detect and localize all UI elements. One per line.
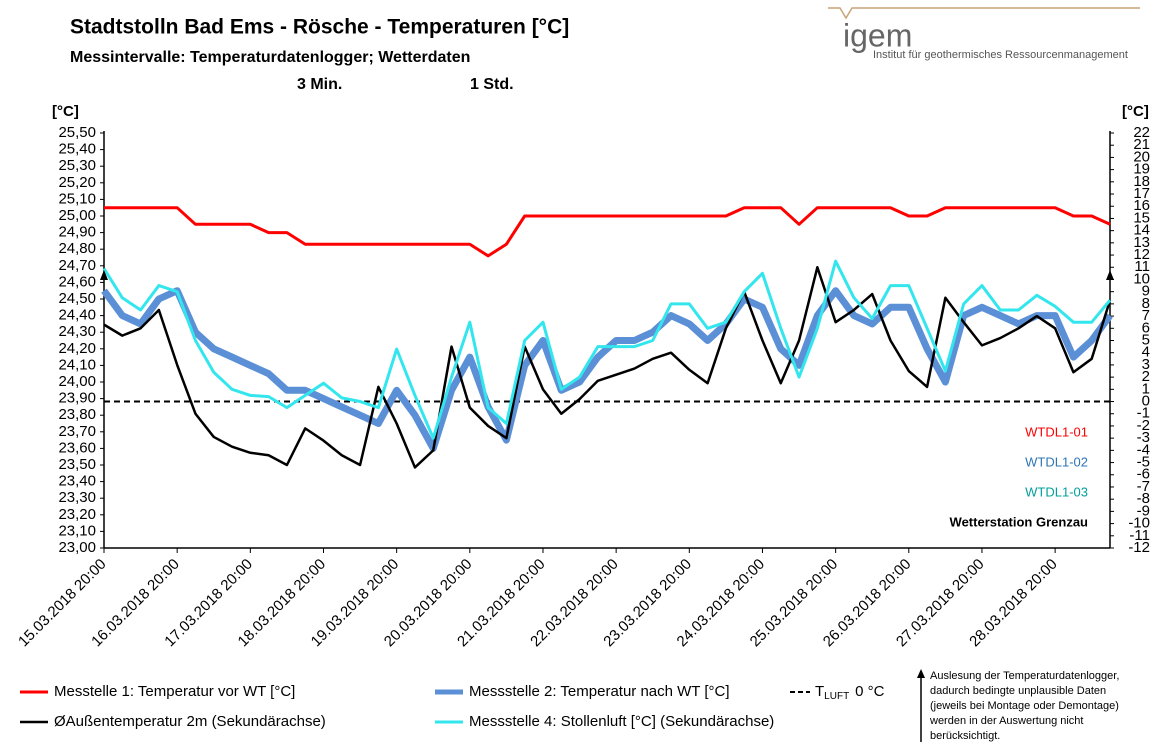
axis-arrow (1106, 270, 1114, 280)
note-line: dadurch bedingte unplausible Daten (930, 685, 1106, 697)
y2-tick-label: -8 (1137, 490, 1150, 507)
y2-tick-label: 8 (1142, 295, 1150, 312)
note-line: (jeweils bei Montage oder Demontage) (930, 700, 1119, 712)
y-tick-label: 23,30 (58, 489, 96, 506)
legend-label-part: T (815, 683, 824, 700)
y-tick-label: 23,50 (58, 456, 96, 473)
legend-label: ØAußentemperatur 2m (Sekundärachse) (54, 713, 326, 730)
y-tick-label: 25,30 (58, 157, 96, 174)
y2-tick-label: 12 (1133, 246, 1150, 263)
logo-line (828, 7, 1140, 20)
side-label: WTDL1-01 (1025, 424, 1088, 439)
y2-tick-label: -10 (1128, 515, 1150, 532)
y2-tick-label: -5 (1137, 454, 1150, 471)
series-line (102, 259, 1112, 440)
legend-label: Messtelle 1: Temperatur vor WT [°C] (54, 683, 295, 700)
y-tick-label: 25,40 (58, 141, 96, 158)
legend-label-part: 0 °C (855, 683, 885, 700)
note-line: berücksichtigt. (930, 730, 1000, 742)
interval-label: 1 Std. (470, 76, 514, 93)
y-tick-label: 25,00 (58, 207, 96, 224)
logo: igem (843, 17, 912, 53)
axis-arrow (100, 270, 108, 280)
note-line: werden in der Auswertung nicht (929, 715, 1083, 727)
side-label-box (1005, 450, 1103, 476)
y-tick-label: 24,70 (58, 257, 96, 274)
y2-tick-label: 3 (1142, 356, 1150, 373)
y-tick-label: 23,20 (58, 506, 96, 523)
y-tick-label: 24,30 (58, 323, 96, 340)
y-tick-label: 24,50 (58, 290, 96, 307)
y2-tick-label: -12 (1128, 539, 1150, 556)
y2-tick-label: -3 (1137, 429, 1150, 446)
side-label-box (1005, 480, 1103, 506)
y2-tick-label: 1 (1142, 380, 1150, 397)
y-tick-label: 24,20 (58, 340, 96, 357)
logo-subtitle: Institut für geothermisches Ressourcenma… (873, 49, 1128, 61)
y2-tick-label: 20 (1133, 148, 1150, 165)
y2-tick-label: 19 (1133, 161, 1150, 178)
y2-axis-label: [°C] (1122, 103, 1149, 120)
side-label-box (1005, 420, 1103, 446)
y-tick-label: 24,90 (58, 224, 96, 241)
y-tick-label: 24,60 (58, 273, 96, 290)
y2-tick-label: 17 (1133, 185, 1150, 202)
note-arrow-head (917, 669, 925, 678)
y-tick-label: 25,20 (58, 174, 96, 191)
y2-tick-label: -2 (1137, 417, 1150, 434)
y-tick-label: 24,80 (58, 240, 96, 257)
side-label: WTDL1-02 (1025, 454, 1088, 469)
y2-tick-label: 6 (1142, 319, 1150, 336)
y-tick-label: 23,60 (58, 439, 96, 456)
y2-tick-label: 9 (1142, 283, 1150, 300)
chart-title: Stadtstolln Bad Ems - Rösche - Temperatu… (70, 16, 569, 39)
y-tick-label: 25,10 (58, 190, 96, 207)
y2-tick-label: 16 (1133, 197, 1150, 214)
y2-tick-label: 18 (1133, 173, 1150, 190)
y-tick-label: 24,40 (58, 307, 96, 324)
y-tick-label: 23,70 (58, 423, 96, 440)
chart-subtitle: Messintervalle: Temperaturdatenlogger; W… (70, 49, 470, 66)
y-tick-label: 23,00 (58, 539, 96, 556)
y2-tick-label: 21 (1133, 136, 1150, 153)
series-line (101, 287, 1113, 452)
y2-tick-label: 15 (1133, 209, 1150, 226)
y2-tick-label: 22 (1133, 124, 1150, 141)
side-label-box (1005, 510, 1103, 536)
legend-label: Messstelle 2: Temperatur nach WT [°C] (469, 683, 730, 700)
y-axis-label: [°C] (52, 103, 79, 120)
y2-tick-label: -7 (1137, 478, 1150, 495)
side-label: WTDL1-03 (1025, 484, 1088, 499)
y2-tick-label: -6 (1137, 466, 1150, 483)
y-tick-label: 23,10 (58, 522, 96, 539)
y-tick-label: 23,40 (58, 473, 96, 490)
y2-tick-label: 11 (1134, 258, 1150, 275)
y2-tick-label: -1 (1137, 405, 1150, 422)
y2-tick-label: -9 (1137, 502, 1150, 519)
side-label: Wetterstation Grenzau (950, 514, 1089, 529)
y-tick-label: 23,90 (58, 390, 96, 407)
y-tick-label: 23,80 (58, 406, 96, 423)
legend-label: TLUFT 0 °C (815, 683, 885, 702)
interval-label: 3 Min. (297, 76, 342, 93)
y2-tick-label: -4 (1137, 441, 1150, 458)
y2-tick-label: -11 (1129, 527, 1150, 544)
y-tick-label: 24,00 (58, 373, 96, 390)
legend-label: Messstelle 4: Stollenluft [°C] (Sekundär… (469, 713, 774, 730)
y2-tick-label: 14 (1133, 222, 1150, 239)
y2-tick-label: 5 (1142, 331, 1150, 348)
series-line (104, 206, 1111, 258)
note-line: Auslesung der Temperaturdatenlogger, (930, 670, 1119, 682)
y2-tick-label: 4 (1142, 344, 1150, 361)
y-tick-label: 24,10 (58, 356, 96, 373)
y2-tick-label: 2 (1142, 368, 1150, 385)
y2-tick-label: 13 (1133, 234, 1150, 251)
y-tick-label: 25,50 (58, 124, 96, 141)
y2-tick-label: 7 (1142, 307, 1150, 324)
series-line (103, 266, 1112, 469)
y2-tick-label: 0 (1142, 392, 1150, 409)
legend-label-part: LUFT (824, 691, 849, 702)
y2-tick-label: 10 (1133, 270, 1150, 287)
